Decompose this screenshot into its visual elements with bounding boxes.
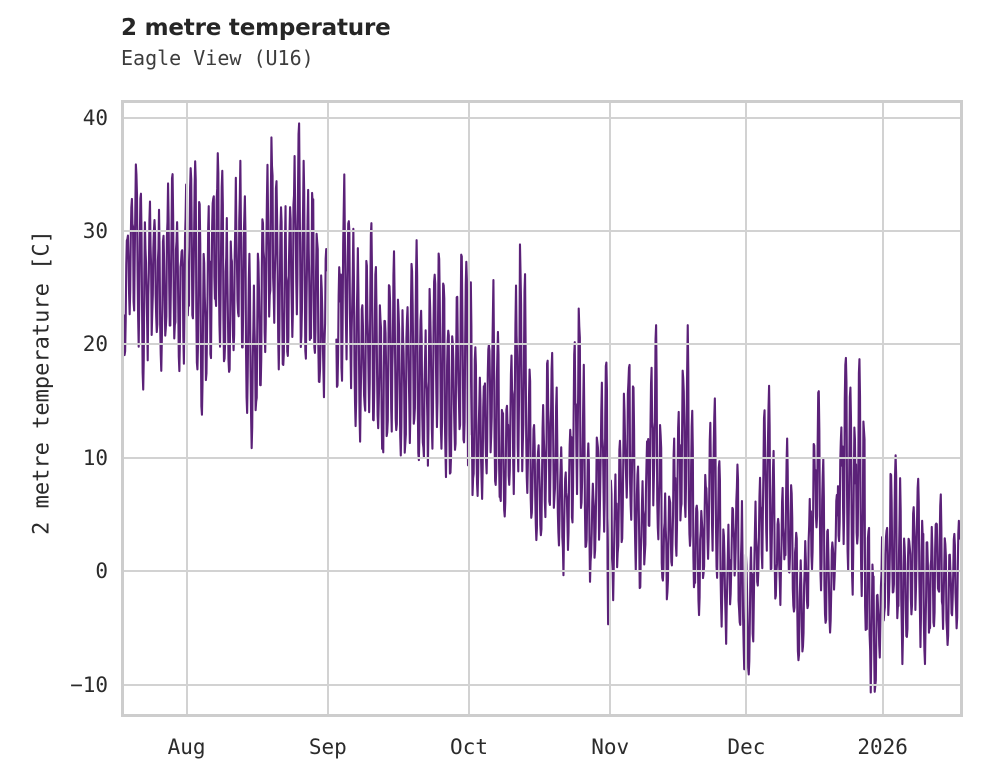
y-tick-label: −10 bbox=[70, 672, 108, 697]
x-tick-label: Sep bbox=[308, 735, 347, 759]
gridline-vertical bbox=[881, 103, 884, 714]
gridline-horizontal bbox=[124, 116, 960, 119]
plot-area bbox=[121, 100, 963, 717]
gridline-vertical bbox=[185, 103, 188, 714]
page-title: 2 metre temperature bbox=[121, 15, 391, 41]
plot-inner bbox=[124, 103, 960, 714]
x-tick-label: Oct bbox=[450, 735, 488, 759]
gridline-vertical bbox=[326, 103, 329, 714]
x-tick-label: Dec bbox=[727, 735, 766, 759]
series-line-segment bbox=[124, 123, 327, 448]
x-tick-label: 2026 bbox=[857, 735, 908, 759]
y-tick-label: 30 bbox=[82, 219, 108, 244]
gridline-vertical bbox=[468, 103, 471, 714]
y-axis-ticks: 40 30 20 10 0 −10 bbox=[0, 0, 108, 782]
gridline-horizontal bbox=[124, 456, 960, 459]
y-tick-label: 20 bbox=[82, 332, 108, 357]
chart-subtitle: Eagle View (U16) bbox=[121, 46, 314, 70]
gridline-horizontal bbox=[124, 683, 960, 686]
gridline-vertical bbox=[745, 103, 748, 714]
chart-title-block: 2 metre temperature Eagle View (U16) bbox=[121, 14, 821, 71]
y-tick-label: 40 bbox=[82, 105, 108, 130]
series-line-segment bbox=[336, 174, 959, 692]
gridline-horizontal bbox=[124, 343, 960, 346]
x-tick-label: Aug bbox=[167, 735, 206, 759]
y-tick-label: 0 bbox=[95, 559, 108, 584]
temperature-series bbox=[124, 103, 960, 714]
x-tick-label: Nov bbox=[591, 735, 630, 759]
gridline-vertical bbox=[609, 103, 612, 714]
gridline-horizontal bbox=[124, 570, 960, 573]
gridline-horizontal bbox=[124, 230, 960, 233]
y-tick-label: 10 bbox=[82, 445, 108, 470]
